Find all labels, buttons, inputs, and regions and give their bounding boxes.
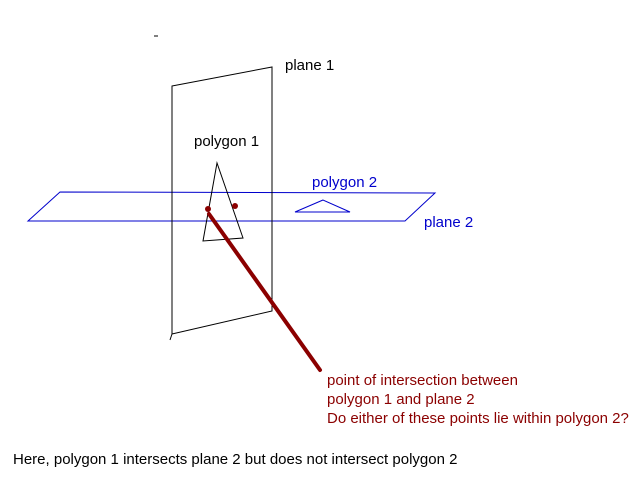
annotation-line-3: Do either of these points lie within pol… <box>327 410 629 427</box>
annotation-line-2: polygon 1 and plane 2 <box>327 391 475 408</box>
polygon-1-shape <box>202 161 244 242</box>
plane-1-shape <box>171 66 273 335</box>
diagram-caption: Here, polygon 1 intersects plane 2 but d… <box>13 451 458 468</box>
polygon-2-label: polygon 2 <box>312 174 378 191</box>
plane-2-shape <box>26 191 437 222</box>
plane-1-tick <box>169 333 173 341</box>
polygon-1-label: polygon 1 <box>194 133 260 150</box>
intersection-point-right <box>232 203 238 209</box>
intersection-pointer-line <box>207 212 322 372</box>
annotation-line-1: point of intersection between <box>327 372 518 389</box>
polygon-2-shape <box>294 199 351 213</box>
plane-2-label: plane 2 <box>424 214 474 231</box>
plane-1-label: plane 1 <box>285 57 335 74</box>
intersection-annotation: point of intersection between polygon 1 … <box>327 371 629 428</box>
intersection-point-left <box>205 206 211 212</box>
